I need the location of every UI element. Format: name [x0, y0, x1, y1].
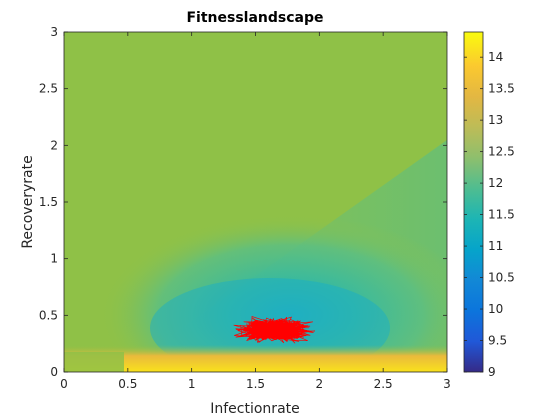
colorbar-tick-label: 14 — [488, 50, 503, 64]
y-axis-label: Recoveryrate — [20, 155, 36, 248]
x-tick-label: 1 — [188, 377, 196, 391]
x-tick-label: 0 — [60, 377, 68, 391]
colorbar — [463, 31, 484, 373]
colorbar-tick-label: 12 — [488, 176, 503, 190]
x-tick-label: 2.5 — [374, 377, 393, 391]
y-tick-label: 2 — [50, 138, 58, 152]
y-tick-label: 0.5 — [39, 308, 58, 322]
y-tick-label: 3 — [50, 25, 58, 39]
y-tick-label: 1 — [50, 252, 58, 266]
colorbar-tick-label: 10 — [488, 302, 503, 316]
red-trace — [233, 316, 316, 344]
chart-title: Fitnesslandscape — [186, 10, 323, 26]
x-axis: 0 0.5 1 1.5 2 2.5 3 — [60, 32, 451, 391]
colorbar-tick-label: 9 — [488, 365, 496, 379]
x-tick-label: 1.5 — [246, 377, 265, 391]
colorbar-tick-label: 13 — [488, 113, 503, 127]
x-tick-label: 0.5 — [118, 377, 137, 391]
y-axis: 0 0.5 1 1.5 2 2.5 3 — [39, 25, 447, 379]
colorbar-tick-label: 13.5 — [488, 82, 515, 96]
colorbar-tick-label: 12.5 — [488, 145, 515, 159]
colorbar-tick-label: 9.5 — [488, 334, 507, 348]
colorbar-tick-label: 10.5 — [488, 271, 515, 285]
y-tick-label: 0 — [50, 365, 58, 379]
heatmap-field — [64, 32, 447, 372]
y-tick-label: 2.5 — [39, 82, 58, 96]
y-tick-label: 1.5 — [39, 195, 58, 209]
trace-core — [252, 322, 298, 338]
x-axis-label: Infectionrate — [210, 401, 300, 417]
colorbar-tick-label: 11.5 — [488, 208, 515, 222]
colorbar-tick-label: 11 — [488, 239, 503, 253]
colorbar-ticks: 9 9.5 10 10.5 11 11.5 12 12.5 13 13.5 14 — [464, 50, 515, 379]
x-tick-label: 2 — [316, 377, 324, 391]
x-tick-label: 3 — [443, 377, 451, 391]
